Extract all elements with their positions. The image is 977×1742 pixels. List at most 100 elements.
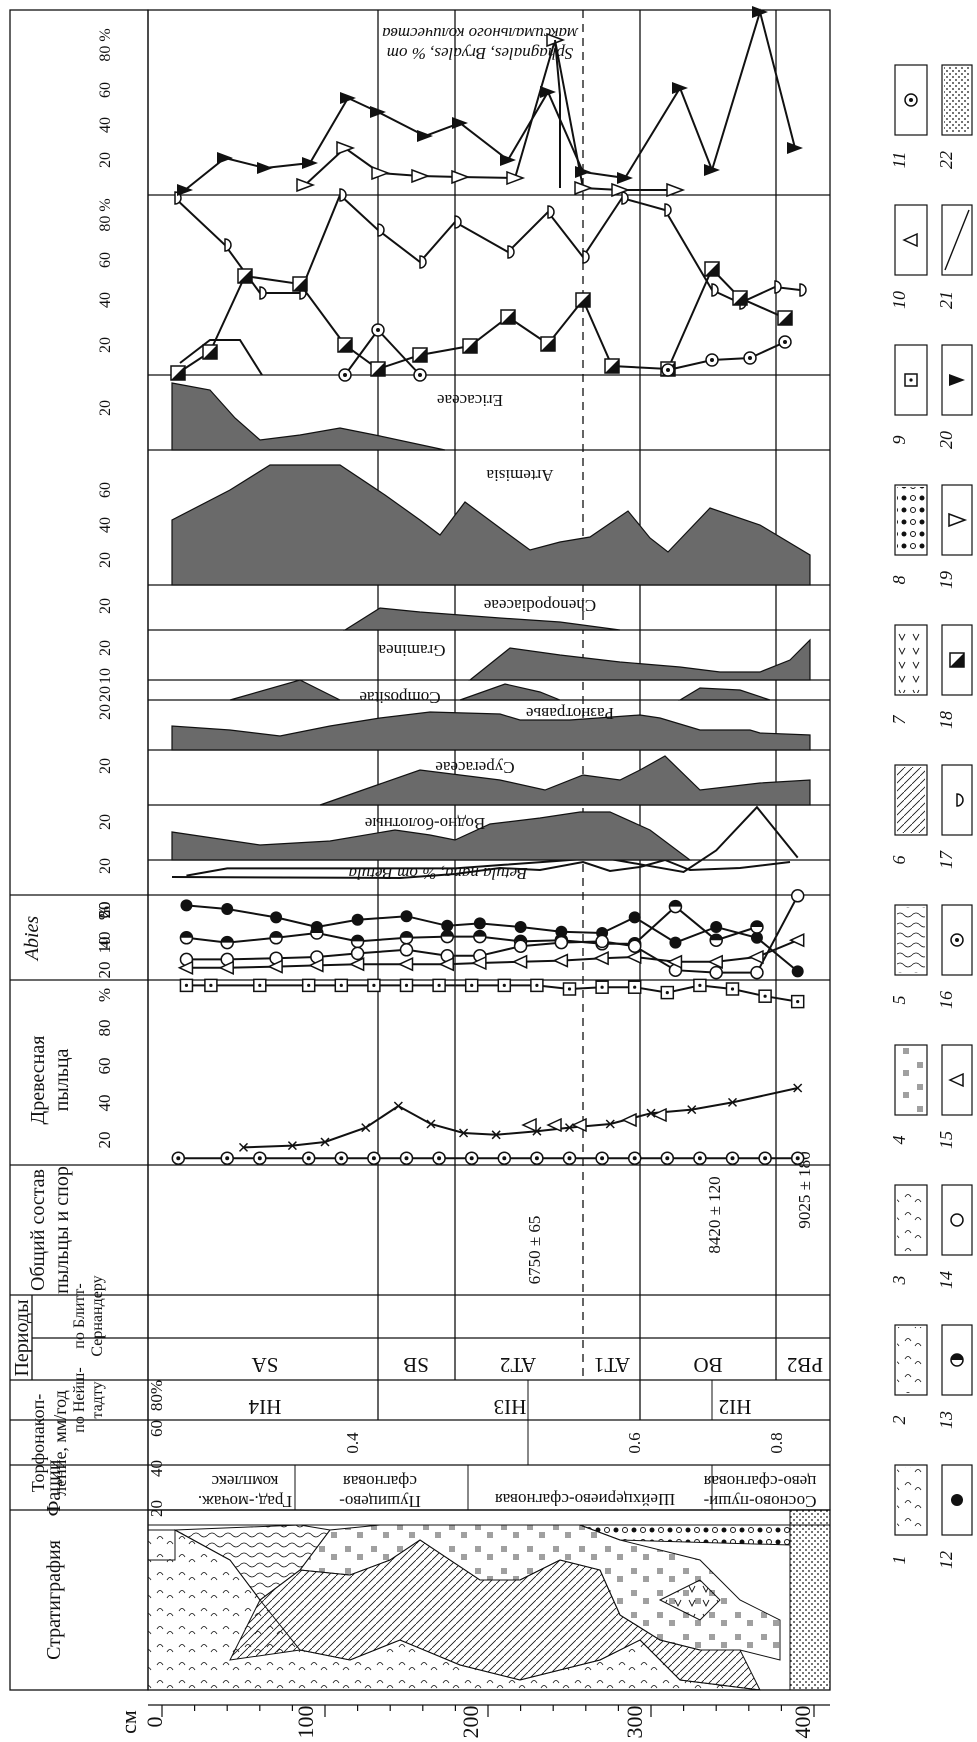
svg-text:10: 10	[97, 668, 114, 684]
point-mark	[340, 92, 356, 104]
point-mark	[438, 957, 454, 972]
point-mark	[361, 1123, 371, 1133]
svg-text:20: 20	[97, 598, 114, 614]
point-mark	[399, 943, 414, 957]
point-mark	[491, 1130, 501, 1140]
point-mark	[221, 903, 234, 915]
depth-tick-100: 100	[293, 1706, 318, 1739]
period-sb: SB	[403, 1353, 429, 1377]
strat-scale-60: 60	[147, 1420, 166, 1437]
point-mark	[902, 232, 918, 248]
point-mark	[400, 910, 413, 923]
svg-text:20: 20	[95, 902, 114, 919]
chenopodiaceae-label: Chenopodiaceae	[484, 596, 596, 615]
legend-number: 14	[936, 1271, 956, 1289]
svg-text:20: 20	[97, 858, 114, 874]
date-2: 8420 ± 120	[705, 1176, 724, 1253]
point-mark	[617, 172, 633, 184]
svg-text:20: 20	[95, 962, 114, 979]
date-1: 6750 ± 65	[525, 1216, 544, 1285]
facies-1: Град.-мочаж.комплекс	[198, 1472, 292, 1511]
series-line	[184, 8, 796, 191]
point-mark	[441, 919, 454, 932]
point-mark	[336, 140, 356, 156]
svg-text:60: 60	[97, 252, 114, 268]
point-mark	[571, 1117, 587, 1133]
series-line	[243, 1087, 798, 1149]
point-mark	[348, 957, 365, 972]
periods-neishtadt-header: по Нейш-тадту	[71, 1367, 106, 1432]
point-mark	[666, 182, 686, 198]
chenopodiaceae-panel: Chenopodiaceae 20	[97, 596, 621, 631]
depth-unit: см	[116, 1710, 141, 1734]
point-mark	[707, 954, 723, 969]
svg-text:60: 60	[95, 902, 114, 919]
point-mark	[459, 1128, 469, 1138]
stratigraphy-column: Стратиграфия 20 40 60 80%	[43, 1380, 831, 1691]
svg-text:40: 40	[95, 1095, 114, 1112]
compositae-label: Compositae	[359, 688, 440, 707]
point-mark	[351, 913, 364, 926]
point-mark	[451, 169, 471, 185]
legend-number: 12	[936, 1551, 956, 1569]
point-mark	[452, 117, 468, 129]
strat-scale-80: 80%	[147, 1380, 166, 1411]
dates: 6750 ± 65 8420 ± 120 9025 ± 180	[525, 1151, 814, 1284]
point-mark	[507, 245, 515, 259]
period-hi3: HI3	[494, 1395, 527, 1419]
point-mark	[270, 911, 283, 924]
point-mark	[259, 286, 267, 300]
series-line	[186, 904, 799, 973]
point-mark	[605, 1119, 615, 1129]
point-mark	[950, 1213, 964, 1227]
point-mark	[949, 374, 965, 386]
point-mark	[257, 162, 273, 174]
point-mark	[308, 958, 324, 973]
point-mark	[948, 512, 968, 528]
svg-text:0.4: 0.4	[343, 1432, 362, 1454]
mosses-chart: 20 40 60 80 %	[97, 188, 807, 382]
point-mark	[177, 960, 194, 975]
point-mark	[625, 949, 642, 965]
general-composition-chart	[171, 978, 805, 1165]
abies-header: Abies	[21, 916, 43, 963]
point-mark	[267, 959, 283, 974]
spores-chart: Sphagnales, Bryales, % отмаксимального к…	[97, 6, 803, 198]
point-mark	[473, 917, 486, 930]
point-mark	[752, 6, 768, 18]
point-mark	[621, 191, 629, 205]
point-mark	[217, 152, 233, 164]
legend-number: 8	[889, 576, 909, 585]
point-mark	[595, 934, 609, 949]
point-mark	[799, 283, 807, 297]
svg-text:0.8: 0.8	[767, 1432, 786, 1453]
herbs-panel: Разнотравье 20	[97, 704, 811, 751]
legend-number: 15	[936, 1131, 956, 1149]
point-mark	[547, 205, 555, 219]
depth-axis: см 0 100 200 300 400	[116, 1704, 830, 1739]
point-mark	[951, 1494, 963, 1506]
point-mark	[727, 1097, 738, 1107]
series-line	[179, 339, 263, 376]
point-mark	[611, 182, 631, 198]
point-mark	[666, 954, 683, 969]
legend-number: 2	[889, 1416, 909, 1425]
strat-scale-40: 40	[147, 1460, 166, 1477]
svg-text:20: 20	[97, 704, 114, 720]
point-mark	[787, 142, 803, 154]
point-mark	[710, 921, 723, 933]
point-mark	[540, 86, 556, 98]
point-mark	[471, 955, 487, 971]
artemisia-panel: Artemisia 20 40 60	[97, 464, 811, 586]
point-mark	[426, 1119, 436, 1129]
point-mark	[511, 954, 528, 969]
point-mark	[791, 965, 804, 978]
series-line	[186, 895, 799, 974]
svg-text:0.6: 0.6	[625, 1432, 644, 1453]
spores-label: Sphagnales, Bryales, % отмаксимального к…	[382, 24, 579, 63]
betula-label: Betula nana, % от Betula	[349, 864, 528, 883]
legend-number: 11	[889, 152, 909, 169]
period-pb2: PB2	[787, 1353, 823, 1377]
